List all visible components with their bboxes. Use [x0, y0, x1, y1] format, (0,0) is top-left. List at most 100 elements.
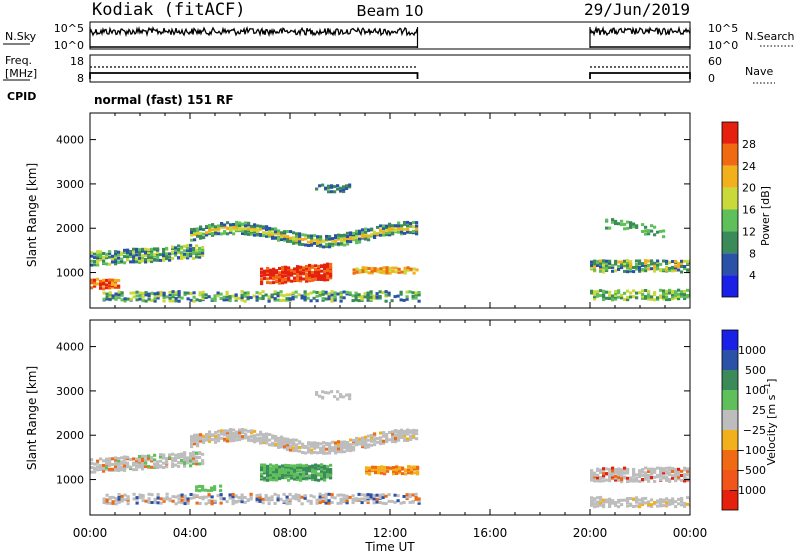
velocity-cell	[264, 494, 268, 497]
velocity-cell	[99, 464, 103, 468]
velocity-cell	[141, 457, 145, 461]
velocity-cell	[411, 493, 415, 497]
power-cell	[397, 224, 401, 228]
velocity-cell	[389, 466, 393, 470]
power-cell	[677, 268, 681, 272]
velocity-cell	[327, 499, 331, 503]
velocity-cell	[283, 439, 287, 443]
velocity-cell	[156, 460, 160, 464]
power-cell	[680, 265, 684, 268]
velocity-cell	[689, 504, 690, 507]
power-cell	[229, 228, 233, 232]
velocity-cell	[205, 438, 209, 442]
power-cell	[214, 228, 218, 232]
power-cell	[653, 266, 657, 270]
power-cell	[301, 233, 305, 237]
power-cell	[390, 299, 394, 303]
power-cell	[192, 295, 196, 299]
power-cell	[668, 298, 672, 302]
power-cell	[229, 225, 233, 229]
velocity-cell	[132, 497, 136, 501]
velocity-cell	[293, 477, 297, 481]
power-cell	[235, 226, 239, 229]
velocity-cell	[199, 433, 203, 437]
velocity-cell	[617, 477, 621, 481]
power-cell	[406, 220, 410, 224]
velocity-cell	[382, 441, 386, 445]
power-cell	[327, 295, 331, 299]
power-cell	[388, 266, 392, 270]
velocity-cell	[256, 437, 260, 441]
power-cell	[405, 290, 409, 294]
velocity-cell	[177, 500, 181, 504]
power-cell	[278, 279, 282, 282]
power-cell	[326, 269, 330, 273]
velocity-cell	[343, 446, 347, 450]
power-cell	[324, 186, 328, 190]
power-cell	[93, 263, 97, 267]
velocity-cell	[292, 443, 296, 446]
velocity-cell	[285, 498, 289, 502]
velocity-cell	[387, 493, 391, 497]
power-cell	[263, 277, 267, 280]
velocity-cell	[602, 479, 606, 483]
velocity-cell	[144, 454, 148, 458]
power-cell	[246, 293, 250, 297]
power-cell	[641, 296, 645, 300]
power-cell	[339, 189, 343, 193]
velocity-cell	[189, 464, 193, 468]
power-cell	[641, 294, 645, 298]
power-cell	[241, 232, 245, 235]
velocity-cell	[280, 443, 284, 447]
power-cell	[388, 231, 392, 235]
power-cell	[150, 291, 154, 295]
velocity-cell	[171, 452, 175, 456]
velocity-cell	[644, 501, 648, 505]
power-cell	[241, 227, 245, 231]
velocity-cell	[195, 455, 199, 459]
power-cell	[408, 290, 412, 294]
velocity-cell	[319, 446, 323, 450]
velocity-cell	[400, 428, 404, 432]
velocity-cell	[295, 445, 299, 449]
power-cell	[686, 294, 690, 297]
power-cell	[334, 234, 338, 238]
power-cell	[138, 252, 142, 256]
velocity-cell	[174, 459, 178, 462]
velocity-cell	[611, 469, 615, 473]
power-cell	[665, 298, 669, 302]
power-cell	[372, 294, 376, 298]
power-cell	[385, 231, 389, 235]
velocity-cell	[308, 474, 312, 478]
power-cell	[385, 266, 389, 270]
velocity-cell	[593, 475, 597, 479]
velocity-cell	[265, 435, 269, 438]
power-cell	[284, 271, 288, 274]
velocity-cell	[287, 464, 291, 467]
velocity-cell	[668, 502, 672, 506]
power-cell	[274, 236, 278, 240]
power-cell	[653, 233, 657, 237]
power-cell	[623, 291, 627, 295]
power-cell	[291, 291, 295, 295]
velocity-colorbar-label: Velocity [m s−1]	[763, 379, 778, 466]
power-cell	[271, 227, 275, 231]
velocity-cell	[336, 397, 340, 401]
power-cell	[190, 238, 194, 242]
velocity-cell	[280, 435, 284, 439]
power-cell	[126, 255, 130, 259]
power-cell	[196, 230, 200, 234]
power-cell	[614, 292, 618, 295]
velocity-cell	[385, 440, 389, 444]
power-cell	[99, 255, 103, 259]
velocity-cell	[259, 441, 263, 445]
velocity-cell	[322, 441, 326, 445]
velocity-cell	[174, 456, 178, 460]
velocity-cell	[590, 501, 594, 505]
nave-label: Nave	[745, 65, 773, 78]
velocity-cell	[319, 451, 323, 454]
velocity-cell	[241, 431, 245, 434]
velocity-cell	[138, 462, 142, 466]
power-cell	[220, 224, 224, 227]
velocity-cell	[388, 438, 392, 442]
